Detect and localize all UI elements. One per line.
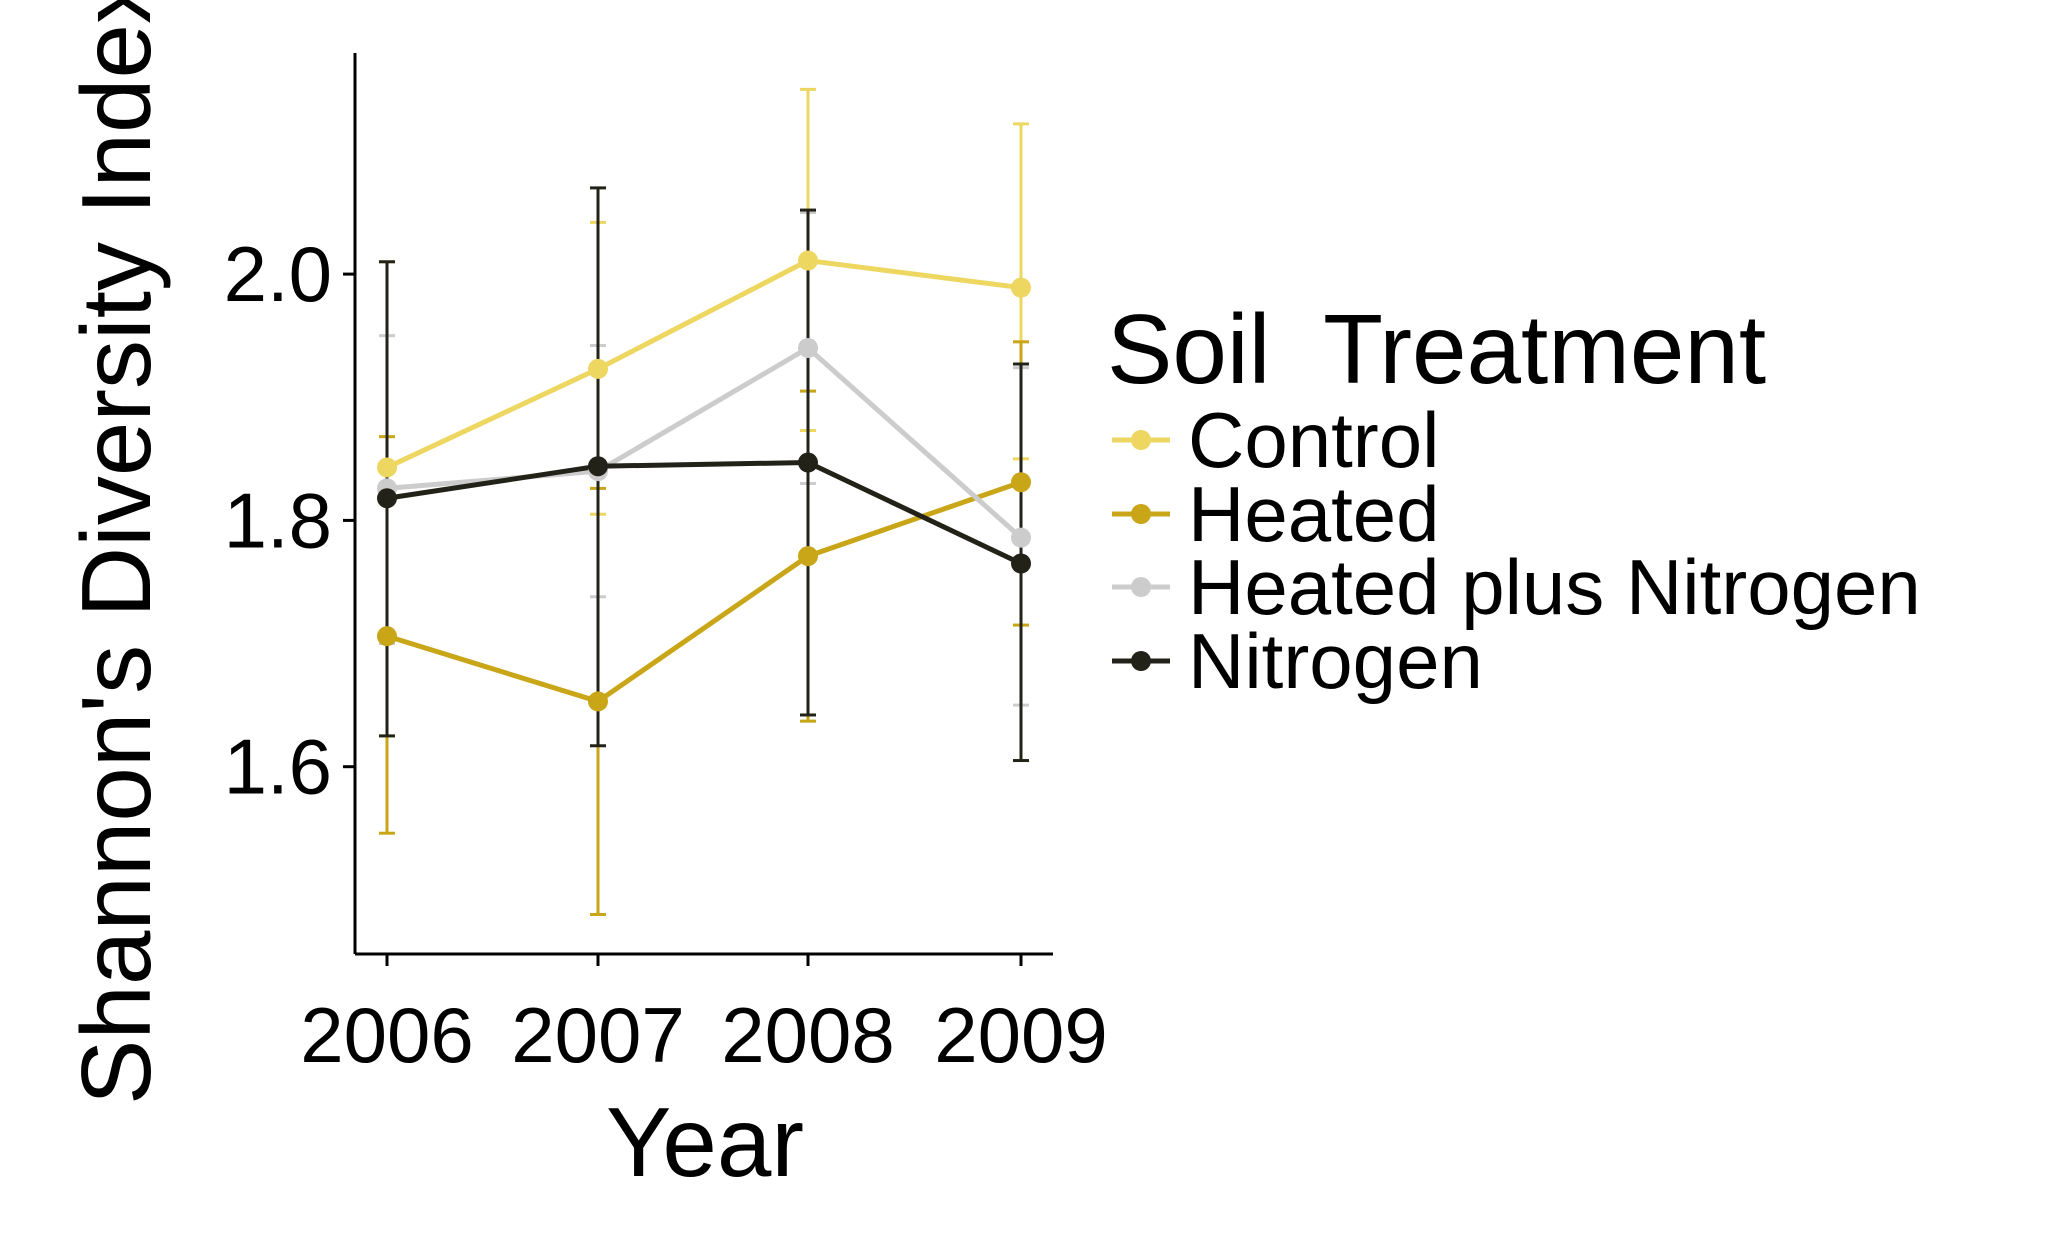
legend-key-point — [1131, 651, 1151, 671]
x-tick-label: 2007 — [511, 991, 685, 1079]
data-point-heated-2007 — [588, 691, 608, 712]
data-point-heated-2008 — [798, 546, 818, 567]
data-point-nitrogen-2009 — [1011, 553, 1031, 574]
data-point-heated-plus-nitrogen-2009 — [1011, 527, 1031, 548]
legend-item-nitrogen: Nitrogen — [1112, 617, 1483, 705]
legend-item-control: Control — [1112, 396, 1439, 484]
data-point-nitrogen-2008 — [798, 452, 818, 473]
error-bars — [379, 87, 1029, 916]
x-tick-label: 2008 — [721, 991, 895, 1079]
data-points — [377, 250, 1031, 712]
legend-item-heated: Heated — [1112, 470, 1440, 558]
data-point-heated-plus-nitrogen-2008 — [798, 337, 818, 358]
y-tick-label: 2.0 — [224, 230, 332, 318]
data-point-control-2007 — [588, 358, 608, 379]
data-point-heated-2009 — [1011, 472, 1031, 493]
data-point-control-2006 — [377, 457, 397, 478]
series-line-nitrogen — [386, 460, 1023, 566]
data-point-control-2009 — [1011, 277, 1031, 298]
x-axis-ticks: 2006 2007 2008 2009 — [300, 954, 1108, 1079]
y-tick-label: 1.6 — [224, 723, 332, 811]
y-axis-label: Shannon's Diversity Index — [61, 0, 171, 1105]
series-line-heated-plus-nitrogen — [386, 344, 1023, 540]
legend-label: Heated plus Nitrogen — [1188, 543, 1921, 631]
legend-key-point — [1131, 430, 1151, 450]
y-tick-label: 1.8 — [224, 476, 332, 564]
x-tick-label: 2009 — [934, 991, 1108, 1079]
data-point-nitrogen-2007 — [588, 456, 608, 477]
data-point-control-2008 — [798, 250, 818, 271]
series-lines — [385, 257, 1023, 705]
data-point-nitrogen-2006 — [377, 488, 397, 509]
legend-item-heated-plus-nitrogen: Heated plus Nitrogen — [1112, 543, 1921, 631]
y-axis-ticks: 1.6 1.8 2.0 — [224, 230, 355, 811]
series-line-heated — [386, 479, 1022, 705]
legend-title: Soil Treatment — [1107, 294, 1766, 404]
legend-label: Control — [1188, 396, 1439, 484]
x-tick-label: 2006 — [300, 991, 474, 1079]
x-axis-label: Year — [606, 1087, 804, 1197]
legend-key-point — [1131, 504, 1151, 524]
legend-label: Heated — [1188, 470, 1440, 558]
legend-key-point — [1131, 577, 1151, 597]
data-point-heated-2006 — [377, 626, 397, 647]
series-line-control — [385, 257, 1022, 470]
legend-label: Nitrogen — [1188, 617, 1483, 705]
